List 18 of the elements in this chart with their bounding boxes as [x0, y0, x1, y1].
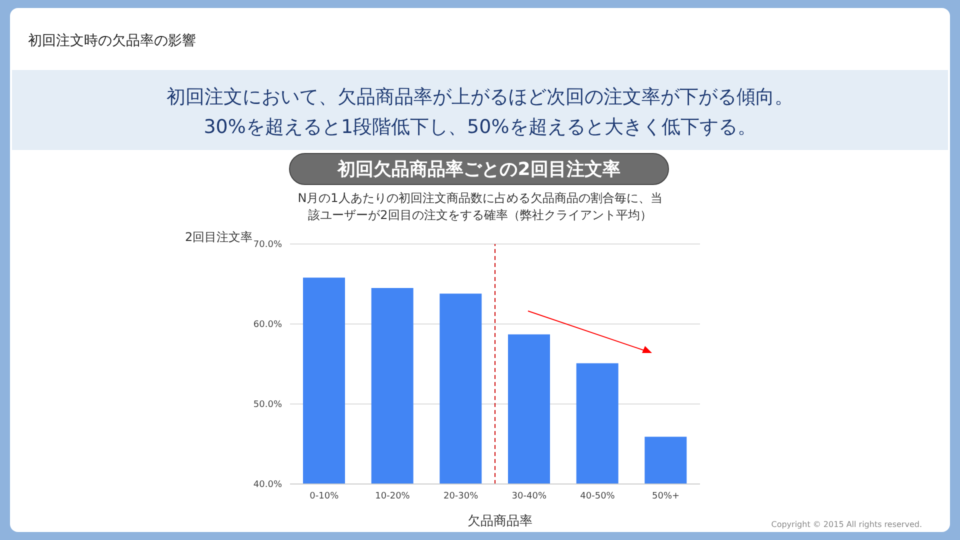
y-tick-label: 60.0%	[253, 320, 282, 330]
text: 初回注文時の欠品率の影響	[28, 32, 196, 50]
x-tick-label: 10-20%	[375, 491, 410, 502]
x-tick-label: 40-50%	[580, 491, 616, 502]
text: Copyright © 2015 All rights reserved.	[771, 520, 922, 529]
y-axis-title: 2回目注文率	[185, 229, 253, 246]
x-tick-label: 30-40%	[512, 491, 547, 502]
text: 初回注文において、欠品商品率が上がるほど次回の注文率が下がる傾向。	[166, 85, 794, 110]
x-tick-label: 20-30%	[443, 491, 479, 502]
text: 30%を超えると1段階低下し、50%を超えると大きく低下する。	[202, 115, 758, 140]
chart-subtitle: N月の1人あたりの初回注文商品数に占める欠品商品の割合毎に、当該ユーザーが2回目の注文をする確率（弊社クライアント平均）	[296, 190, 664, 224]
x-axis-title: 欠品商品率	[466, 513, 534, 530]
x-tick-label: 50%+	[652, 491, 680, 502]
y-tick-label: 70.0%	[253, 240, 282, 250]
chart-title: 初回欠品商品率ごとの2回目注文率	[289, 153, 669, 185]
y-tick-label: 50.0%	[253, 400, 282, 410]
x-tick-label: 0-10%	[310, 491, 340, 502]
y-tick-label: 40.0%	[253, 480, 282, 490]
